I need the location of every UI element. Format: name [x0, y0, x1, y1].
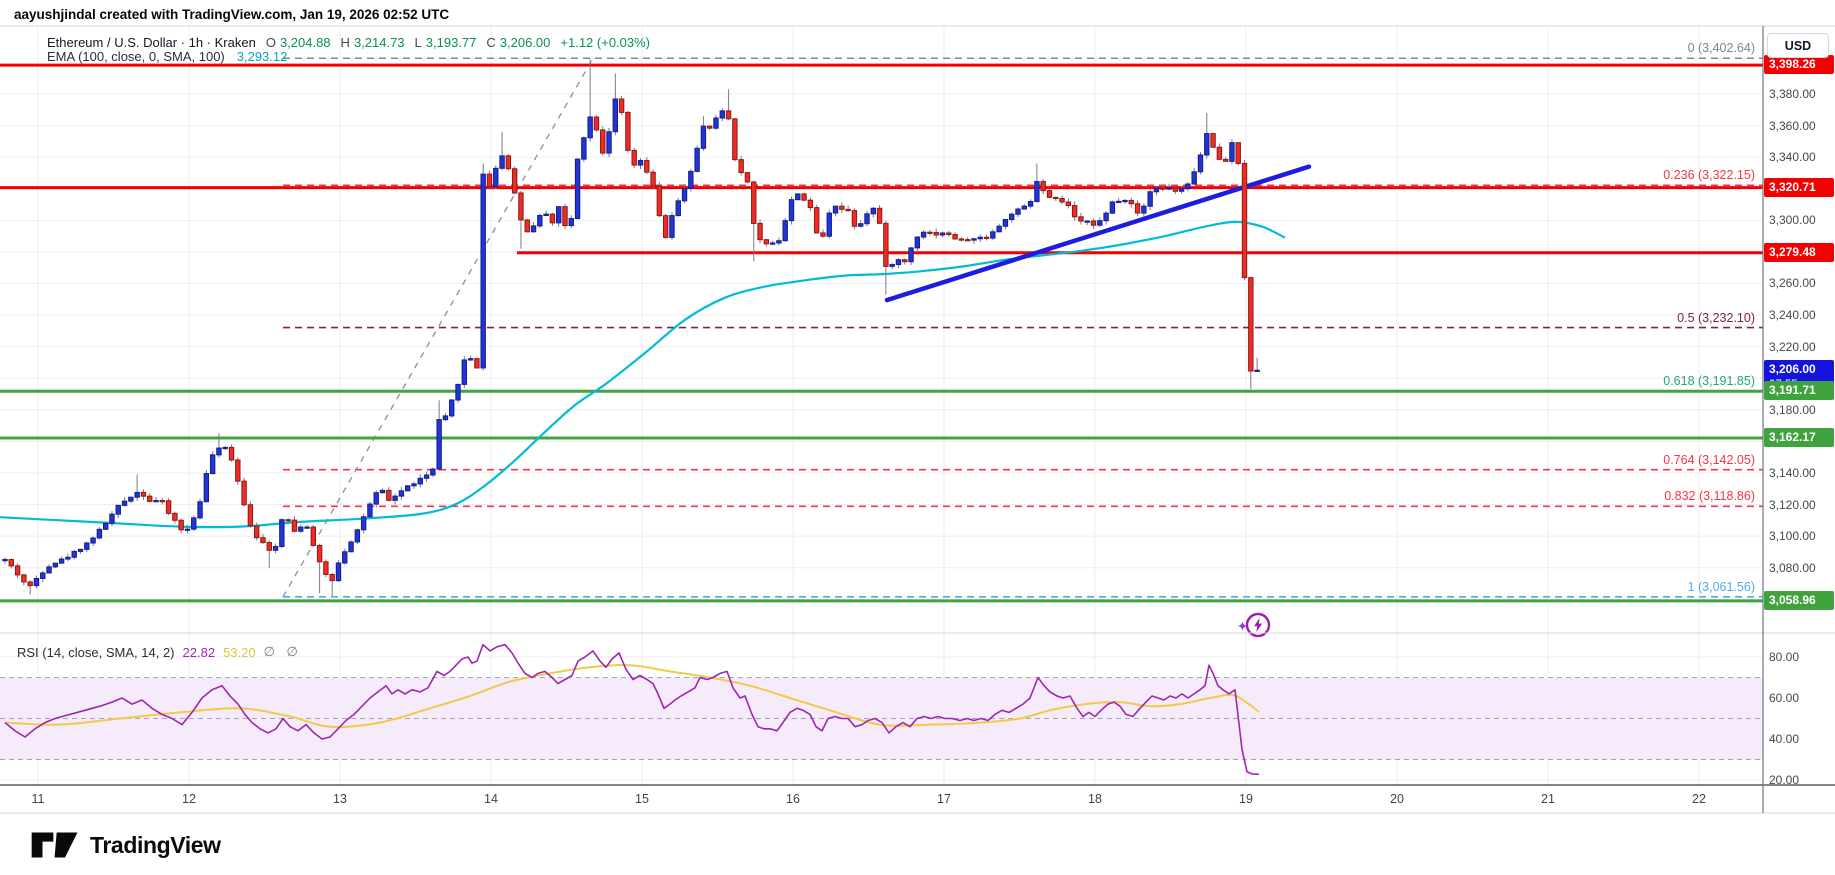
price-tag-value: 3,320.71 — [1769, 179, 1816, 194]
close-label: C — [486, 34, 496, 50]
price-tick-label: 3,340.00 — [1769, 150, 1816, 165]
price-tick-label: 3,080.00 — [1769, 560, 1816, 575]
open-value: 3,204.88 — [279, 34, 331, 50]
open-label: O — [265, 34, 276, 50]
fib-level-label: 0 (3,402.64) — [1687, 41, 1755, 56]
rsi-hidden-values: ∅ ∅ — [263, 644, 302, 659]
lightning-bolt-icon — [1254, 618, 1263, 632]
change-value: +1.12 (+0.03%) — [560, 34, 651, 50]
tradingview-brand-text: TradingView — [90, 831, 221, 858]
price-tag-value: 3,191.71 — [1769, 383, 1816, 398]
price-tag: 3,279.48 — [1764, 242, 1834, 262]
price-tick-label: 3,380.00 — [1769, 87, 1816, 101]
horizontal-lines — [0, 63, 1763, 603]
low-value: 3,193.77 — [425, 34, 477, 50]
price-tag-value: 3,162.17 — [1769, 429, 1816, 444]
sparkle-icon — [1238, 621, 1247, 631]
fib-retracement — [282, 57, 1763, 598]
time-tick-label: 17 — [937, 792, 951, 806]
price-tick-label: 3,140.00 — [1769, 465, 1816, 480]
rsi-tick-label: 20.00 — [1769, 773, 1800, 787]
ema-legend[interactable]: EMA (100, close, 0, SMA, 100) 3,293.12 — [47, 48, 287, 64]
candles-layer — [2, 59, 1260, 597]
symbol-legend[interactable]: Ethereum / U.S. Dollar · 1h · Kraken O 3,… — [47, 34, 650, 50]
rsi-line — [4, 643, 1260, 776]
time-tick-label: 20 — [1390, 792, 1404, 806]
rsi-indicator-name: RSI (14, close, SMA, 14, 2) — [17, 644, 175, 660]
price-axis[interactable]: USD 3,380.00 3,360.00 3,340.00 3,300.00 3,26… — [1763, 26, 1835, 813]
fib-level-label: 0.5 (3,232.10) — [1677, 310, 1755, 325]
rsi-indicator-value: 22.82 — [182, 644, 216, 660]
price-tick-label: 3,180.00 — [1769, 402, 1816, 417]
price-tag-value: 3,279.48 — [1769, 244, 1816, 259]
ema-indicator-name: EMA (100, close, 0, SMA, 100) — [47, 48, 225, 64]
time-tick-label: 14 — [484, 792, 498, 806]
close-value: 3,206.00 — [499, 34, 551, 50]
trend-line — [884, 164, 1312, 303]
price-tick-label: 3,120.00 — [1769, 497, 1816, 512]
time-tick-label: 19 — [1239, 792, 1253, 806]
fib-level-label: 1 (3,061.56) — [1687, 579, 1755, 594]
high-value: 3,214.73 — [353, 34, 405, 50]
rsi-tick-label: 80.00 — [1769, 650, 1800, 664]
time-tick-label: 18 — [1088, 792, 1102, 806]
price-tick-label: 3,300.00 — [1769, 213, 1816, 228]
price-tick-label: 3,260.00 — [1769, 276, 1816, 291]
price-tag: 3,320.71 — [1764, 177, 1834, 197]
fib-level-label: 0.764 (3,142.05) — [1663, 452, 1755, 467]
price-tag-value: 3,206.00 — [1769, 361, 1816, 376]
price-tick-label: 3,240.00 — [1769, 308, 1816, 323]
price-tag: 3,191.71 — [1764, 381, 1834, 401]
ema-line — [0, 220, 1286, 529]
pane-borders — [0, 25, 1835, 814]
time-tick-label: 15 — [635, 792, 649, 806]
price-tick-label: 3,360.00 — [1769, 118, 1816, 133]
rsi-legend[interactable]: RSI (14, close, SMA, 14, 2) 22.82 53.20 … — [17, 644, 302, 660]
rsi-tick-label: 60.00 — [1769, 691, 1800, 705]
time-axis[interactable]: 11 12 13 14 15 16 17 18 19 20 21 22 — [0, 785, 1763, 813]
ema-indicator-value: 3,293.12 — [236, 48, 288, 64]
currency-label: USD — [1767, 33, 1829, 58]
lightning-marker[interactable] — [1238, 612, 1271, 638]
tradingview-logo[interactable]: TradingView — [30, 830, 221, 860]
grid-layer — [0, 26, 1763, 785]
low-label: L — [414, 34, 422, 50]
price-tag: 3,058.96 — [1764, 590, 1834, 610]
time-tick-label: 22 — [1692, 792, 1706, 806]
fib-level-label: 0.832 (3,118.86) — [1664, 489, 1755, 504]
rsi-ma-value: 53.20 — [223, 644, 256, 660]
price-tick-label: 3,220.00 — [1769, 339, 1816, 354]
price-tag: 3,398.26 — [1764, 55, 1834, 75]
attribution-title: aayushjindal created with TradingView.co… — [14, 7, 450, 22]
price-tag-value: 3,398.26 — [1769, 57, 1816, 72]
price-tag-value: 3,058.96 — [1769, 592, 1816, 607]
price-tick-label: 3,100.00 — [1769, 529, 1816, 544]
tradingview-logo-icon — [31, 832, 78, 858]
time-tick-label: 16 — [786, 792, 800, 806]
rsi-band — [0, 677, 1763, 760]
symbol-title: Ethereum / U.S. Dollar · 1h · Kraken — [47, 34, 256, 50]
time-tick-label: 13 — [333, 792, 347, 806]
high-label: H — [340, 34, 350, 50]
time-tick-label: 12 — [182, 792, 196, 806]
fib-level-label: 0.236 (3,322.15) — [1663, 168, 1755, 183]
time-tick-label: 11 — [31, 792, 45, 806]
rsi-tick-label: 40.00 — [1769, 732, 1800, 746]
fib-level-label: 0.618 (3,191.85) — [1663, 374, 1755, 389]
price-tag: 3,162.17 — [1764, 427, 1834, 447]
time-tick-label: 21 — [1541, 792, 1555, 806]
